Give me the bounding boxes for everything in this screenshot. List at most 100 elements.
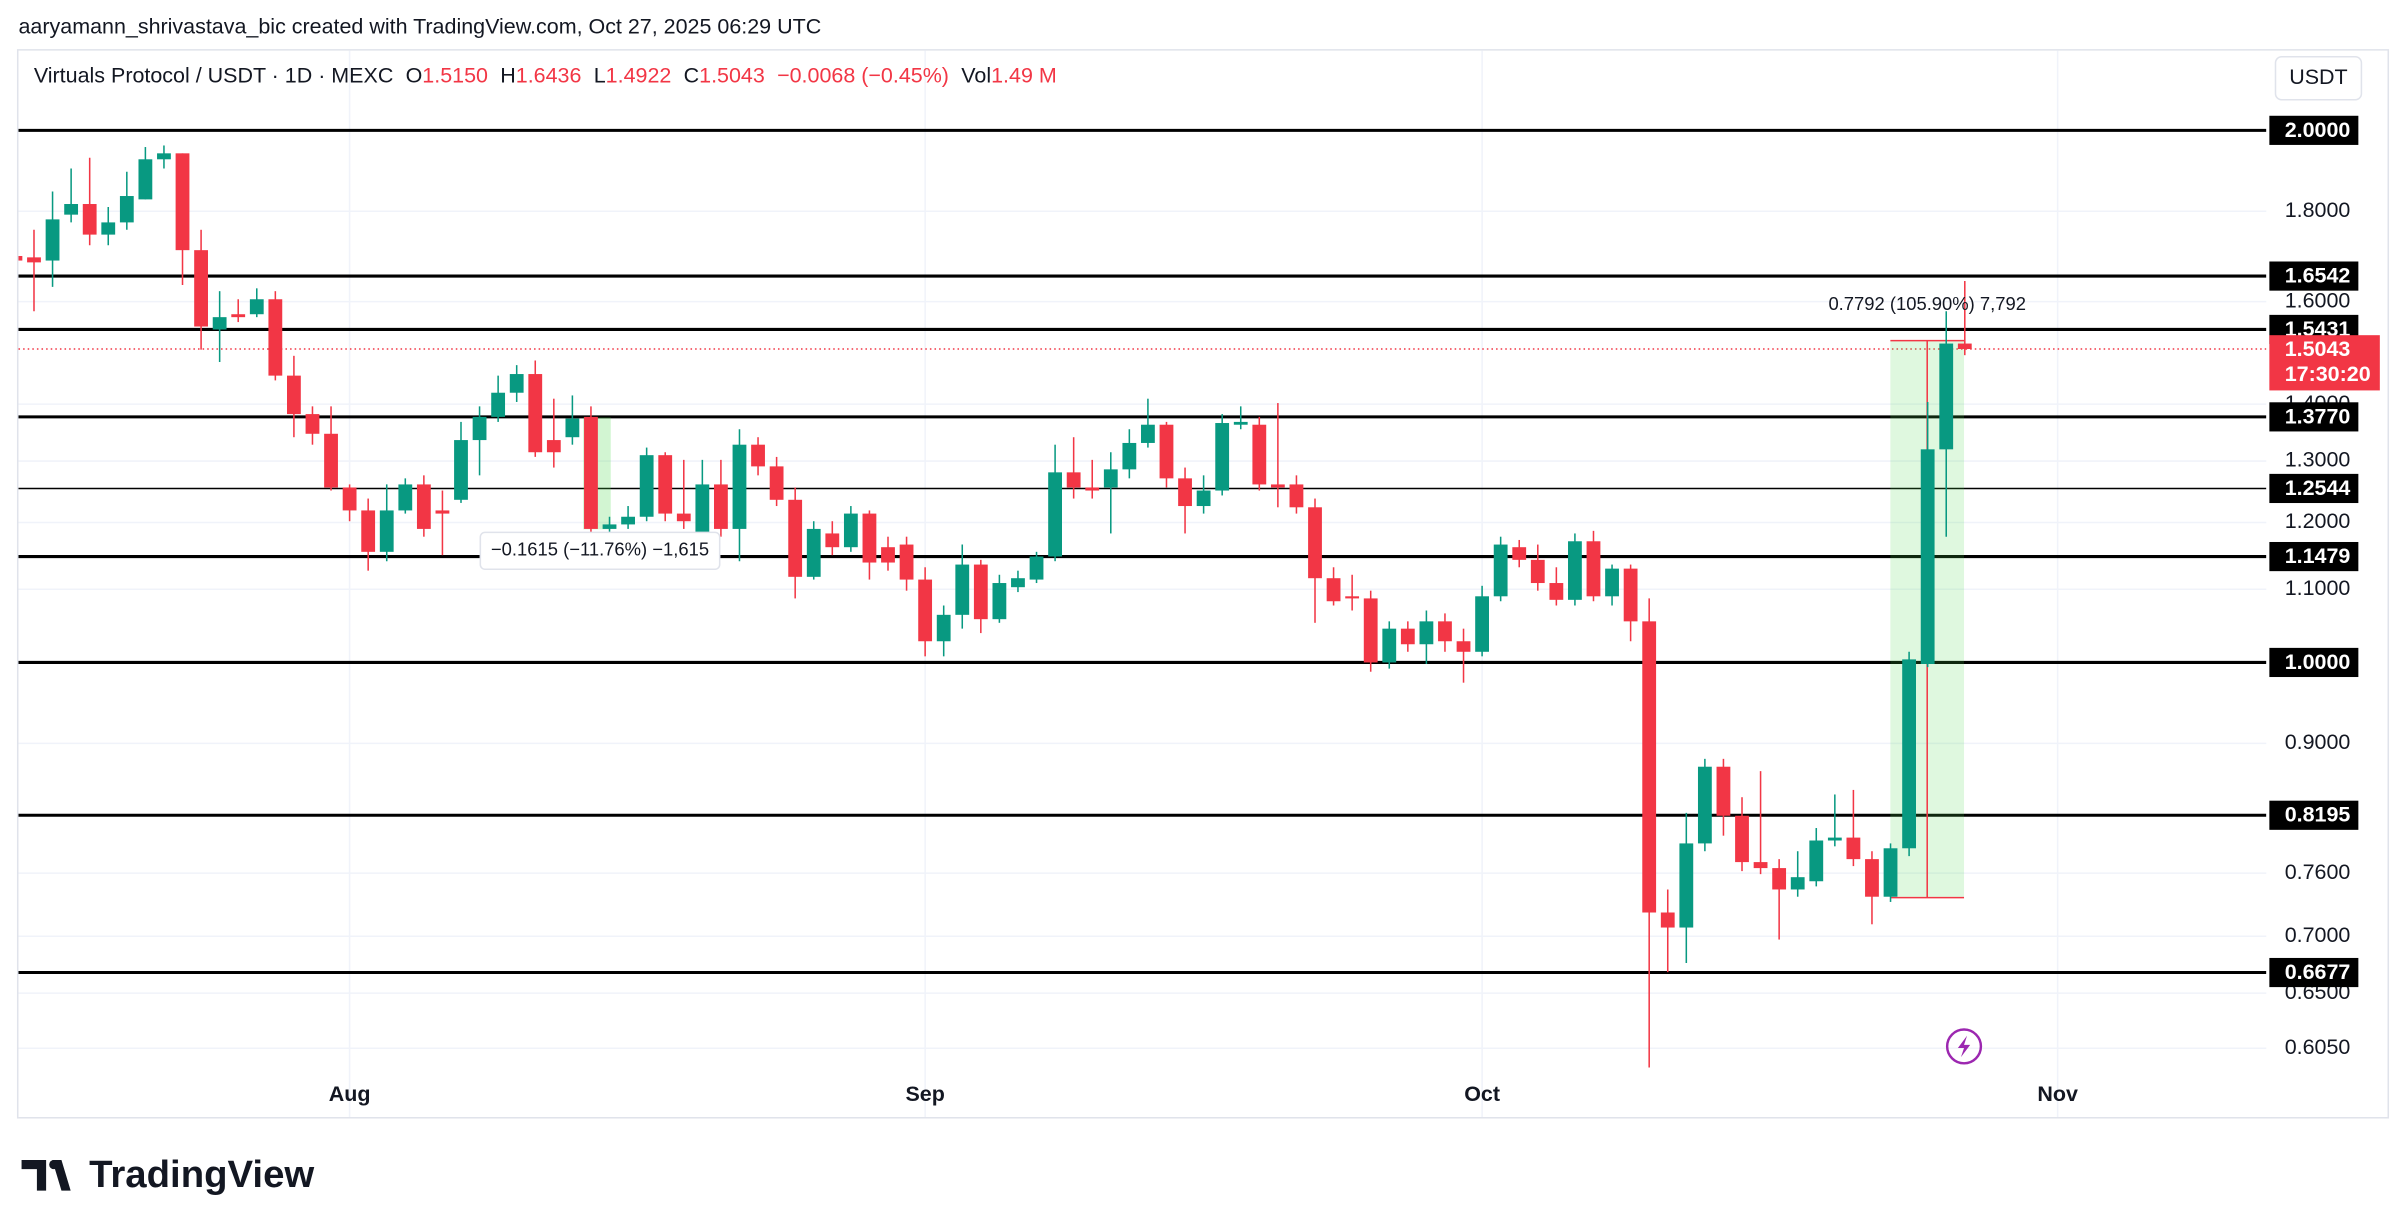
- candle-body: [379, 510, 394, 552]
- candle-body: [1530, 559, 1545, 584]
- level-label: 2.0000: [2285, 118, 2351, 142]
- candle-body: [1048, 472, 1062, 557]
- candle-body: [732, 444, 747, 529]
- candle-body: [769, 466, 784, 500]
- candle-body: [45, 219, 60, 261]
- candle-body: [714, 484, 728, 529]
- candle-body: [398, 484, 413, 511]
- candle-body: [1846, 837, 1861, 860]
- candle-body: [1141, 424, 1155, 443]
- candle-body: [18, 256, 23, 261]
- candle-body: [212, 317, 227, 330]
- candle-body: [64, 204, 79, 215]
- candle-body: [1865, 859, 1879, 897]
- candle-body: [1753, 862, 1768, 869]
- level-tag: [2269, 541, 2359, 572]
- candle-body: [1493, 544, 1508, 597]
- level-tag: [2269, 647, 2359, 678]
- candle-body: [1345, 596, 1360, 599]
- legend: Virtuals Protocol / USDT · 1D · MEXC O 1.5…: [34, 63, 1057, 87]
- level-label: 1.3770: [2285, 404, 2351, 428]
- frame: [16, 49, 2390, 1119]
- candle-body: [342, 487, 357, 511]
- candle-body: [1196, 490, 1211, 507]
- candle-body: [565, 418, 580, 438]
- y-tick-label: 1.1000: [2285, 576, 2351, 600]
- price-axis: 2.00001.80001.60001.40001.30001.20001.10…: [2269, 115, 2380, 1059]
- candle-body: [1308, 507, 1322, 579]
- x-tick-label: Nov: [2037, 1082, 2078, 1106]
- candle-body: [899, 544, 914, 580]
- candle-body: [1215, 423, 1230, 491]
- candle-body: [1586, 541, 1601, 597]
- candle-body: [82, 204, 97, 235]
- countdown: 17:30:20: [2285, 362, 2371, 386]
- candle-body: [1790, 877, 1805, 890]
- candle-body: [1512, 547, 1527, 560]
- candle-body: [1475, 596, 1489, 652]
- brand-logo: [21, 1159, 71, 1191]
- level-label: 1.0000: [2285, 650, 2351, 674]
- level-label: 1.1479: [2285, 544, 2351, 568]
- x-tick-label: Aug: [329, 1082, 371, 1106]
- x-tick-label: Sep: [905, 1082, 944, 1106]
- candle-body: [1735, 815, 1749, 863]
- legend-key: L: [594, 63, 606, 87]
- candle-body: [361, 510, 376, 552]
- last-price-tag: [2269, 335, 2380, 391]
- candle-body: [825, 533, 840, 548]
- legend-key: O: [406, 63, 423, 87]
- candle-body: [231, 314, 246, 318]
- candle-body: [676, 513, 691, 522]
- candle-body: [973, 564, 988, 620]
- candle-body: [695, 484, 710, 534]
- candle-body: [1772, 868, 1787, 890]
- candle-body: [1697, 766, 1712, 844]
- candle-body: [1549, 583, 1564, 600]
- candle-body: [1809, 840, 1824, 882]
- y-tick-label: 1.2000: [2285, 509, 2351, 533]
- candle-body: [1029, 556, 1044, 580]
- legend-key: C: [684, 63, 700, 87]
- levels: [18, 128, 2267, 975]
- candle-body: [287, 375, 301, 415]
- y-tick-label: 1.3000: [2285, 448, 2351, 472]
- candle-body: [157, 153, 171, 160]
- currency-label[interactable]: USDT: [2289, 65, 2347, 89]
- candle-body: [1623, 568, 1638, 622]
- candle-body: [1660, 912, 1675, 928]
- candle-body: [435, 510, 450, 514]
- candle-body: [546, 440, 561, 453]
- measure-label: −0.1615 (−11.76%) −1,615: [491, 539, 709, 560]
- candle-body: [528, 374, 543, 453]
- candle-body: [1326, 578, 1341, 602]
- candle-body: [1642, 621, 1657, 913]
- candle-body: [101, 222, 116, 235]
- currency-button[interactable]: [2274, 56, 2363, 101]
- candle-body: [862, 513, 877, 563]
- candle-body: [324, 433, 338, 488]
- candle-body: [249, 299, 264, 315]
- candle-body: [175, 153, 190, 251]
- event-icon[interactable]: [1945, 1028, 1983, 1065]
- symbol: Virtuals Protocol / USDT · 1D · MEXC: [34, 63, 394, 87]
- candle-body: [268, 299, 283, 376]
- level-label: 1.6542: [2285, 264, 2351, 288]
- event-icon-bolt: [1957, 1035, 1971, 1058]
- candle-body: [1252, 424, 1267, 485]
- legend-value: 1.5043: [699, 63, 765, 87]
- legend-value: 1.49 M: [991, 63, 1057, 87]
- candle-body: [1920, 449, 1935, 664]
- candle-body: [881, 547, 895, 563]
- candle-body: [621, 516, 635, 525]
- candle-body: [602, 524, 617, 529]
- level-tag: [2269, 473, 2359, 504]
- candle-body: [788, 499, 803, 577]
- candle-body: [1568, 541, 1582, 600]
- level-tag: [2269, 115, 2359, 145]
- legend-change: −0.0068 (−0.45%): [777, 63, 949, 87]
- candle-body: [491, 392, 506, 417]
- candle-body: [1902, 659, 1917, 849]
- candle-body: [1363, 598, 1378, 663]
